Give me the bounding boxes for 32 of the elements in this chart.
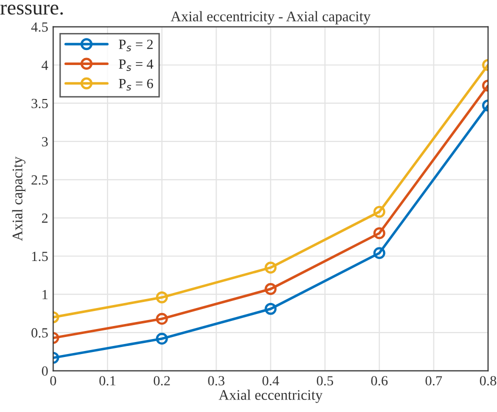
x-tick-label: 0.4: [262, 376, 280, 386]
y-tick-label: 4.5: [31, 22, 48, 32]
y-tick-label: 3.5: [32, 98, 48, 108]
legend-label: P$_{s}$ = 2: [118, 40, 153, 52]
x-tick-label: 0: [50, 376, 56, 386]
y-tick-label: 0.5: [31, 328, 48, 338]
legend-label: P$_{s}$ = 4: [118, 59, 154, 72]
x-axis-title: Axial eccentricity: [218, 390, 323, 403]
y-tick-label: 1.5: [32, 252, 48, 262]
x-tick-label: 0.1: [99, 376, 116, 386]
text: ressure.: [0, 4, 63, 15]
point: [264, 262, 277, 274]
point: [373, 206, 386, 218]
x-tick-label: 0.3: [208, 376, 224, 386]
point: [264, 283, 277, 295]
x-tick-label: 0.2: [154, 376, 170, 386]
y-tick-label: 4: [42, 60, 48, 70]
y-tick-label: 2.5: [32, 175, 48, 185]
point: [264, 302, 277, 315]
y-tick-label: 2: [42, 214, 48, 223]
x-tick-label: 0.5: [316, 376, 334, 386]
y-tick-label: 0: [42, 366, 48, 376]
legend-label: P$_{s}$ = 6: [118, 78, 154, 91]
point: [373, 247, 386, 260]
y-tick-label: 3: [42, 137, 48, 146]
x-tick-label: 0.8: [480, 376, 496, 386]
y-tick-label: 1: [42, 290, 48, 300]
y-axis-title: Axial capacity: [12, 156, 26, 241]
point: [373, 227, 386, 240]
chart-title: Axial eccentricity - Axial capacity: [170, 11, 371, 24]
x-tick-label: 0.6: [371, 376, 388, 386]
x-tick-label: 0.7: [426, 376, 442, 386]
